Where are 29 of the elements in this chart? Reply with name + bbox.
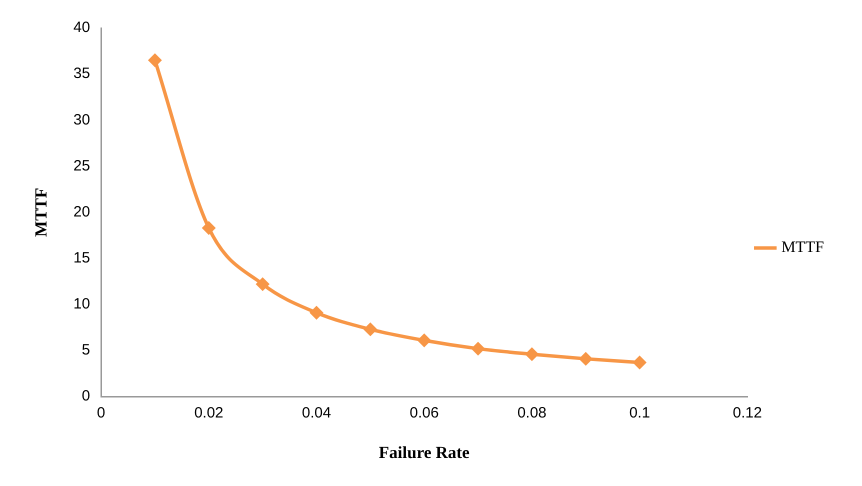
y-tick-label: 10 [73,296,90,313]
x-tick-label: 0.02 [194,404,224,422]
point [472,342,484,355]
legend-label: MTTF [781,239,824,256]
y-axis-title: MTTF [32,188,51,237]
x-axis-title: Failure Rate [378,443,470,462]
point [310,306,323,319]
point [256,278,269,290]
x-tick-label: 0.08 [517,404,547,422]
y-tick-label: 25 [73,157,90,174]
y-tick-label: 5 [82,342,90,359]
point [580,352,592,366]
point [202,222,216,234]
point [418,334,430,347]
x-tick-label: 0.04 [302,404,332,422]
y-tick-label: 15 [73,250,90,267]
x-tick-label: 0.06 [410,404,439,422]
x-tick-label: 0 [96,404,106,422]
x-tick-label: 0.12 [732,404,762,422]
y-tick-label: 35 [73,65,90,82]
point [364,323,377,336]
y-tick-label: 20 [73,203,90,220]
point [633,356,646,369]
y-tick-label: 0 [82,388,90,405]
point [526,348,538,360]
x-tick-label: 0.1 [629,404,650,422]
y-tick-label: 30 [73,111,90,128]
y-tick-label: 40 [73,19,90,36]
point [148,54,162,67]
